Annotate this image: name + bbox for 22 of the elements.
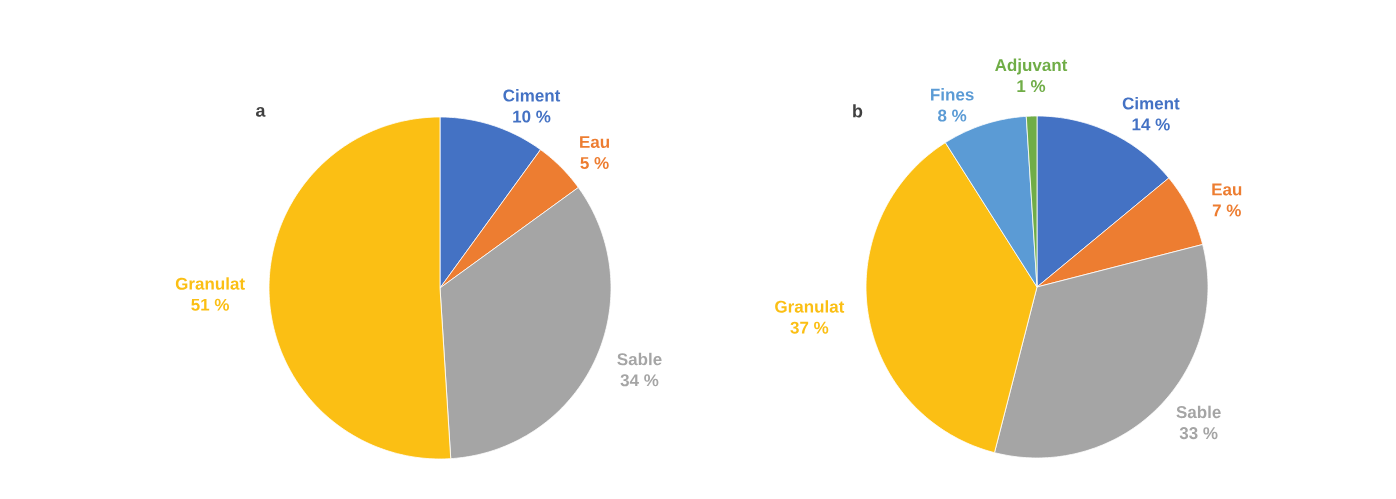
data-label: 33 % <box>1179 427 1218 440</box>
slice-label: Granulat <box>175 277 245 290</box>
slice-label: Ciment <box>1122 96 1180 110</box>
slice-label: Adjuvant <box>995 58 1068 75</box>
data-label: 10 % <box>513 110 551 123</box>
slice-label: Eau <box>580 136 610 148</box>
slice-label: Fines <box>931 88 974 101</box>
slice-label: Sable <box>1176 405 1221 419</box>
slice-label: Sable <box>617 352 662 366</box>
data-label: 5 % <box>580 157 609 169</box>
slice-label: Granulat <box>775 300 845 313</box>
slice-label: Ciment <box>503 89 561 102</box>
data-label: 7 % <box>1212 204 1241 217</box>
data-label: 34 % <box>620 374 659 387</box>
text: a <box>255 106 266 117</box>
data-label: 51 % <box>191 298 230 311</box>
data-label: 8 % <box>938 109 967 122</box>
data-label: 14 % <box>1132 118 1170 131</box>
slice-label: Eau <box>1212 183 1242 196</box>
text: b <box>853 104 863 118</box>
data-label: 37 % <box>790 321 829 334</box>
data-label: 1 % <box>1017 80 1046 93</box>
